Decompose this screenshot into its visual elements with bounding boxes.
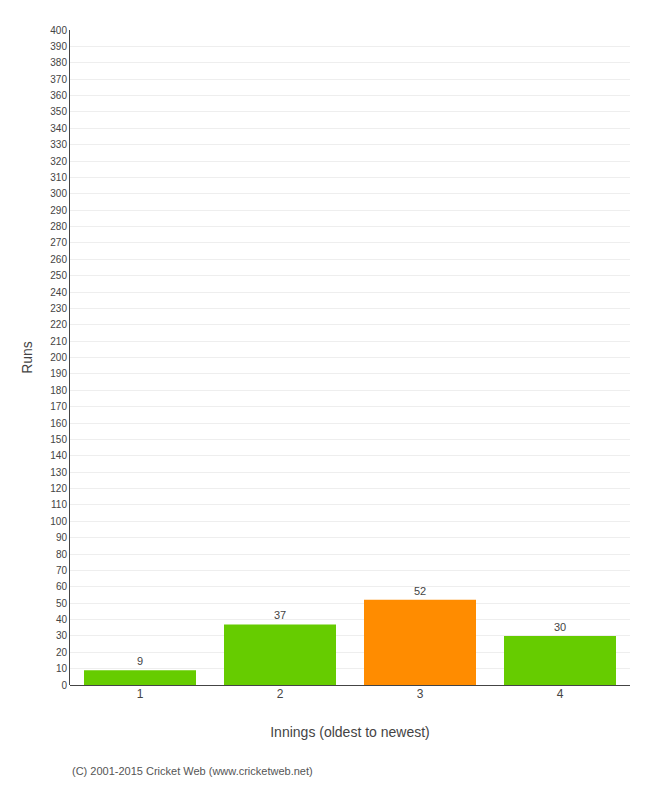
svg-text:140: 140	[50, 450, 67, 461]
svg-text:52: 52	[414, 585, 426, 597]
svg-text:350: 350	[50, 106, 67, 117]
svg-text:(C) 2001-2015 Cricket Web (www: (C) 2001-2015 Cricket Web (www.cricketwe…	[72, 765, 313, 777]
svg-text:30: 30	[554, 621, 566, 633]
svg-text:30: 30	[56, 630, 68, 641]
svg-text:130: 130	[50, 467, 67, 478]
svg-text:290: 290	[50, 205, 67, 216]
svg-text:240: 240	[50, 287, 67, 298]
svg-text:0: 0	[61, 680, 67, 691]
svg-text:60: 60	[56, 581, 68, 592]
svg-text:190: 190	[50, 368, 67, 379]
svg-text:400: 400	[50, 25, 67, 36]
svg-text:340: 340	[50, 123, 67, 134]
svg-text:4: 4	[557, 687, 564, 701]
svg-text:170: 170	[50, 401, 67, 412]
svg-text:110: 110	[51, 499, 67, 510]
svg-text:37: 37	[274, 609, 286, 621]
svg-text:2: 2	[277, 687, 284, 701]
svg-text:250: 250	[50, 270, 67, 281]
svg-text:390: 390	[50, 41, 67, 52]
svg-text:Innings (oldest to newest): Innings (oldest to newest)	[270, 724, 430, 740]
svg-text:270: 270	[50, 237, 67, 248]
svg-text:80: 80	[56, 549, 68, 560]
svg-text:230: 230	[50, 303, 67, 314]
svg-text:9: 9	[137, 655, 143, 667]
svg-text:20: 20	[56, 647, 68, 658]
svg-text:70: 70	[56, 565, 68, 576]
svg-text:360: 360	[50, 90, 67, 101]
svg-text:10: 10	[56, 663, 68, 674]
svg-text:160: 160	[50, 418, 67, 429]
svg-text:370: 370	[50, 74, 67, 85]
svg-text:320: 320	[50, 156, 67, 167]
svg-text:220: 220	[50, 319, 67, 330]
svg-text:Runs: Runs	[19, 341, 35, 374]
svg-text:200: 200	[50, 352, 67, 363]
svg-text:310: 310	[50, 172, 67, 183]
svg-text:180: 180	[50, 385, 67, 396]
svg-text:280: 280	[50, 221, 67, 232]
svg-text:300: 300	[50, 188, 67, 199]
svg-text:40: 40	[56, 614, 68, 625]
svg-text:380: 380	[50, 57, 67, 68]
svg-text:210: 210	[50, 336, 67, 347]
svg-text:330: 330	[50, 139, 67, 150]
svg-text:3: 3	[417, 687, 424, 701]
svg-text:150: 150	[50, 434, 67, 445]
svg-text:100: 100	[50, 516, 67, 527]
svg-text:260: 260	[50, 254, 67, 265]
svg-text:50: 50	[56, 598, 68, 609]
svg-text:1: 1	[137, 687, 144, 701]
svg-text:120: 120	[50, 483, 67, 494]
svg-text:90: 90	[56, 532, 68, 543]
